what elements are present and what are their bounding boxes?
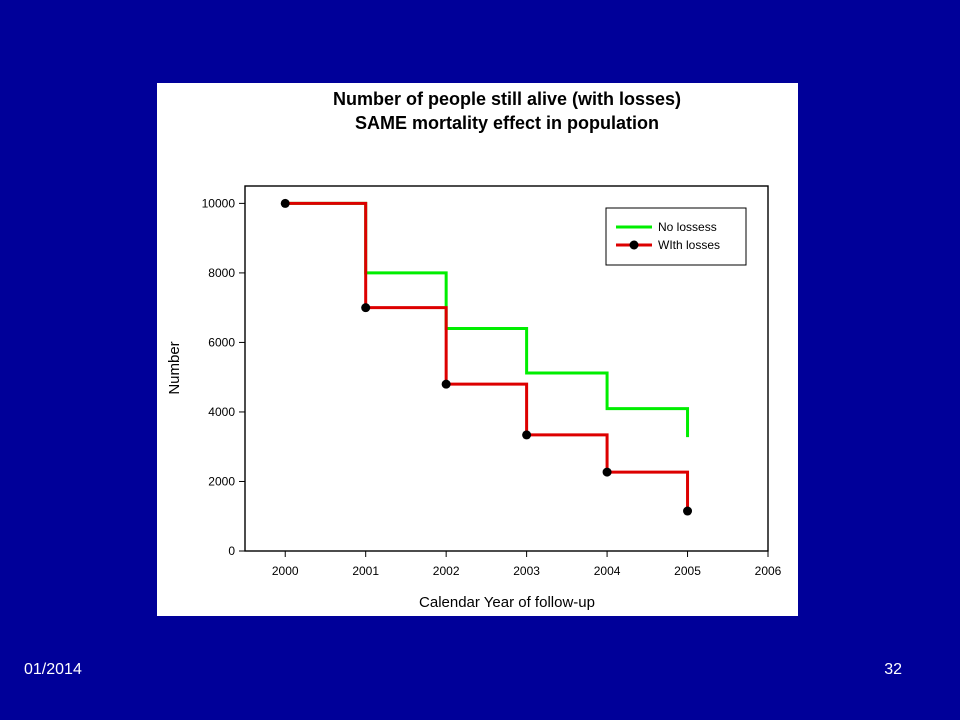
x-tick-label-1: 2001 [352,564,379,578]
legend-label-no-lossess: No lossess [658,220,717,234]
x-tick-label-6: 2006 [755,564,782,578]
series-1-point-4 [602,467,612,477]
series-1-point-3 [522,430,532,440]
x-tick-label-5: 2005 [674,564,701,578]
legend-box [605,207,747,266]
x-tick-label-3: 2003 [513,564,540,578]
legend: No lossess WIth losses [605,207,747,266]
x-axis-label: Calendar Year of follow-up [419,594,595,611]
series-line-1 [285,201,690,512]
chart-title-line-2: SAME mortality effect in population [355,113,659,133]
y-tick-group: 0 2000 4000 6000 8000 10000 [202,196,245,558]
page-number: 32 [884,661,902,678]
y-tick-label-0: 0 [228,544,235,558]
chart-panel: Number of people still alive (with losse… [157,83,798,616]
y-tick-label-1: 2000 [208,474,235,488]
y-tick-label-2: 4000 [208,405,235,419]
chart-title-line-1: Number of people still alive (with losse… [333,89,681,109]
x-tick-group: 2000 2001 2002 2003 2004 2005 2006 [272,551,782,578]
x-tick-label-0: 2000 [272,564,299,578]
y-tick-label-4: 8000 [208,266,235,280]
series-1-point-1 [361,303,371,313]
plot-area-frame [244,185,769,552]
y-tick-label-5: 10000 [202,196,236,210]
legend-label-with-losses: WIth losses [658,238,720,252]
series-1-point-0 [280,198,290,208]
legend-marker-with-losses [629,240,639,250]
x-tick-label-4: 2004 [594,564,621,578]
x-tick-label-2: 2002 [433,564,460,578]
series-1-point-2 [441,379,451,389]
chart-svg: Number of people still alive (with losse… [166,89,782,611]
y-axis-label: Number [166,341,183,394]
series-1-point-5 [683,506,693,516]
y-tick-label-3: 6000 [208,335,235,349]
footer-date: 01/2014 [24,661,82,678]
series-layer [280,198,693,516]
